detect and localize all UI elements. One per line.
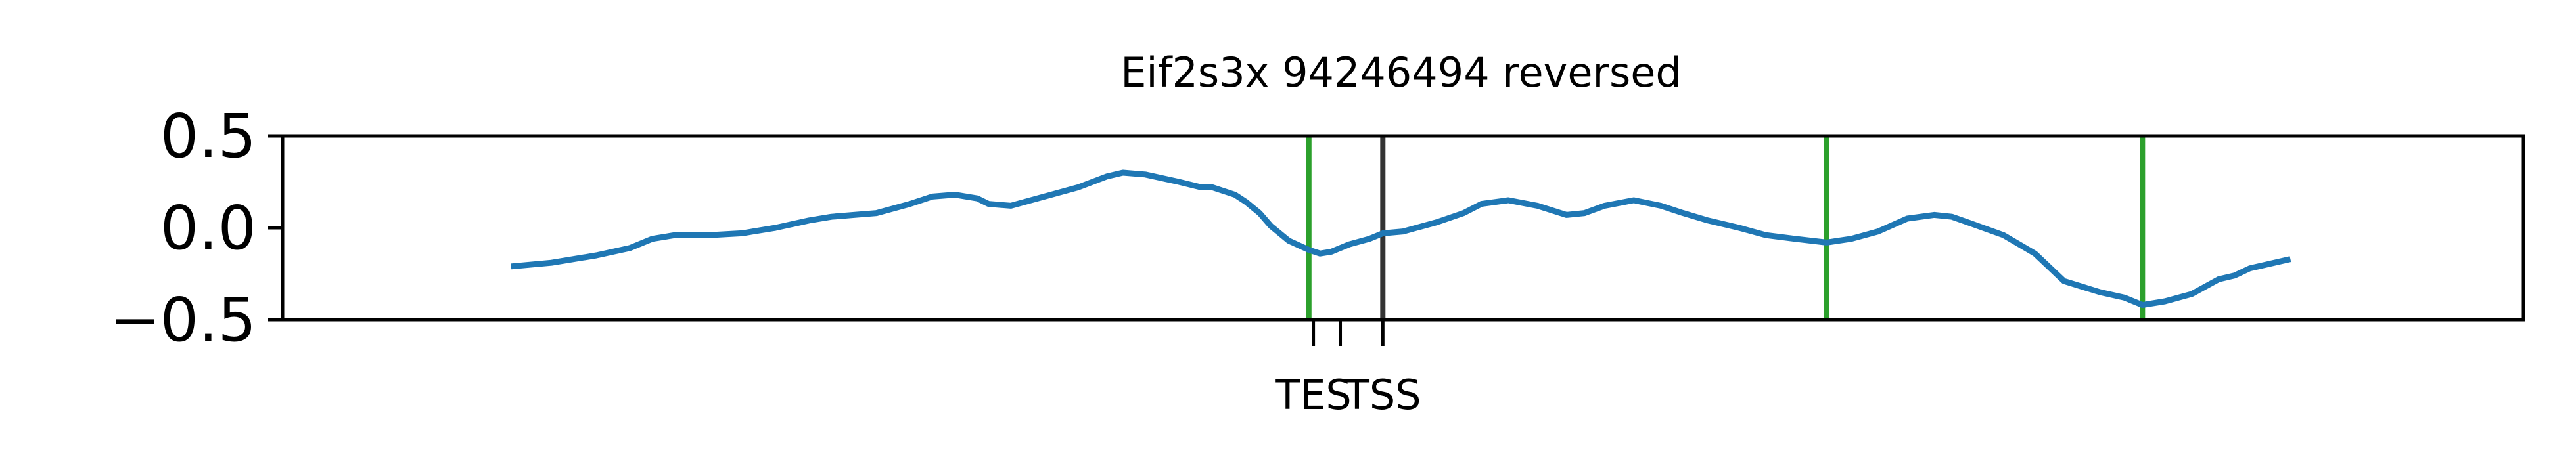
x-tick-label-2: TSS — [1344, 371, 1421, 419]
series-line-signal — [511, 169, 2291, 309]
reference-lines — [1306, 136, 2146, 320]
y-tick-label-0: 0.5 — [160, 101, 256, 171]
y-axis: 0.5 0.0 −0.5 — [110, 101, 283, 355]
y-tick-label-2: −0.5 — [110, 285, 256, 355]
chart-title: Eif2s3x 94246494 reversed — [1120, 49, 1682, 97]
y-tick-label-1: 0.0 — [160, 193, 256, 263]
x-tick-label-0: TES — [1274, 371, 1351, 419]
series-layer — [511, 169, 2291, 309]
